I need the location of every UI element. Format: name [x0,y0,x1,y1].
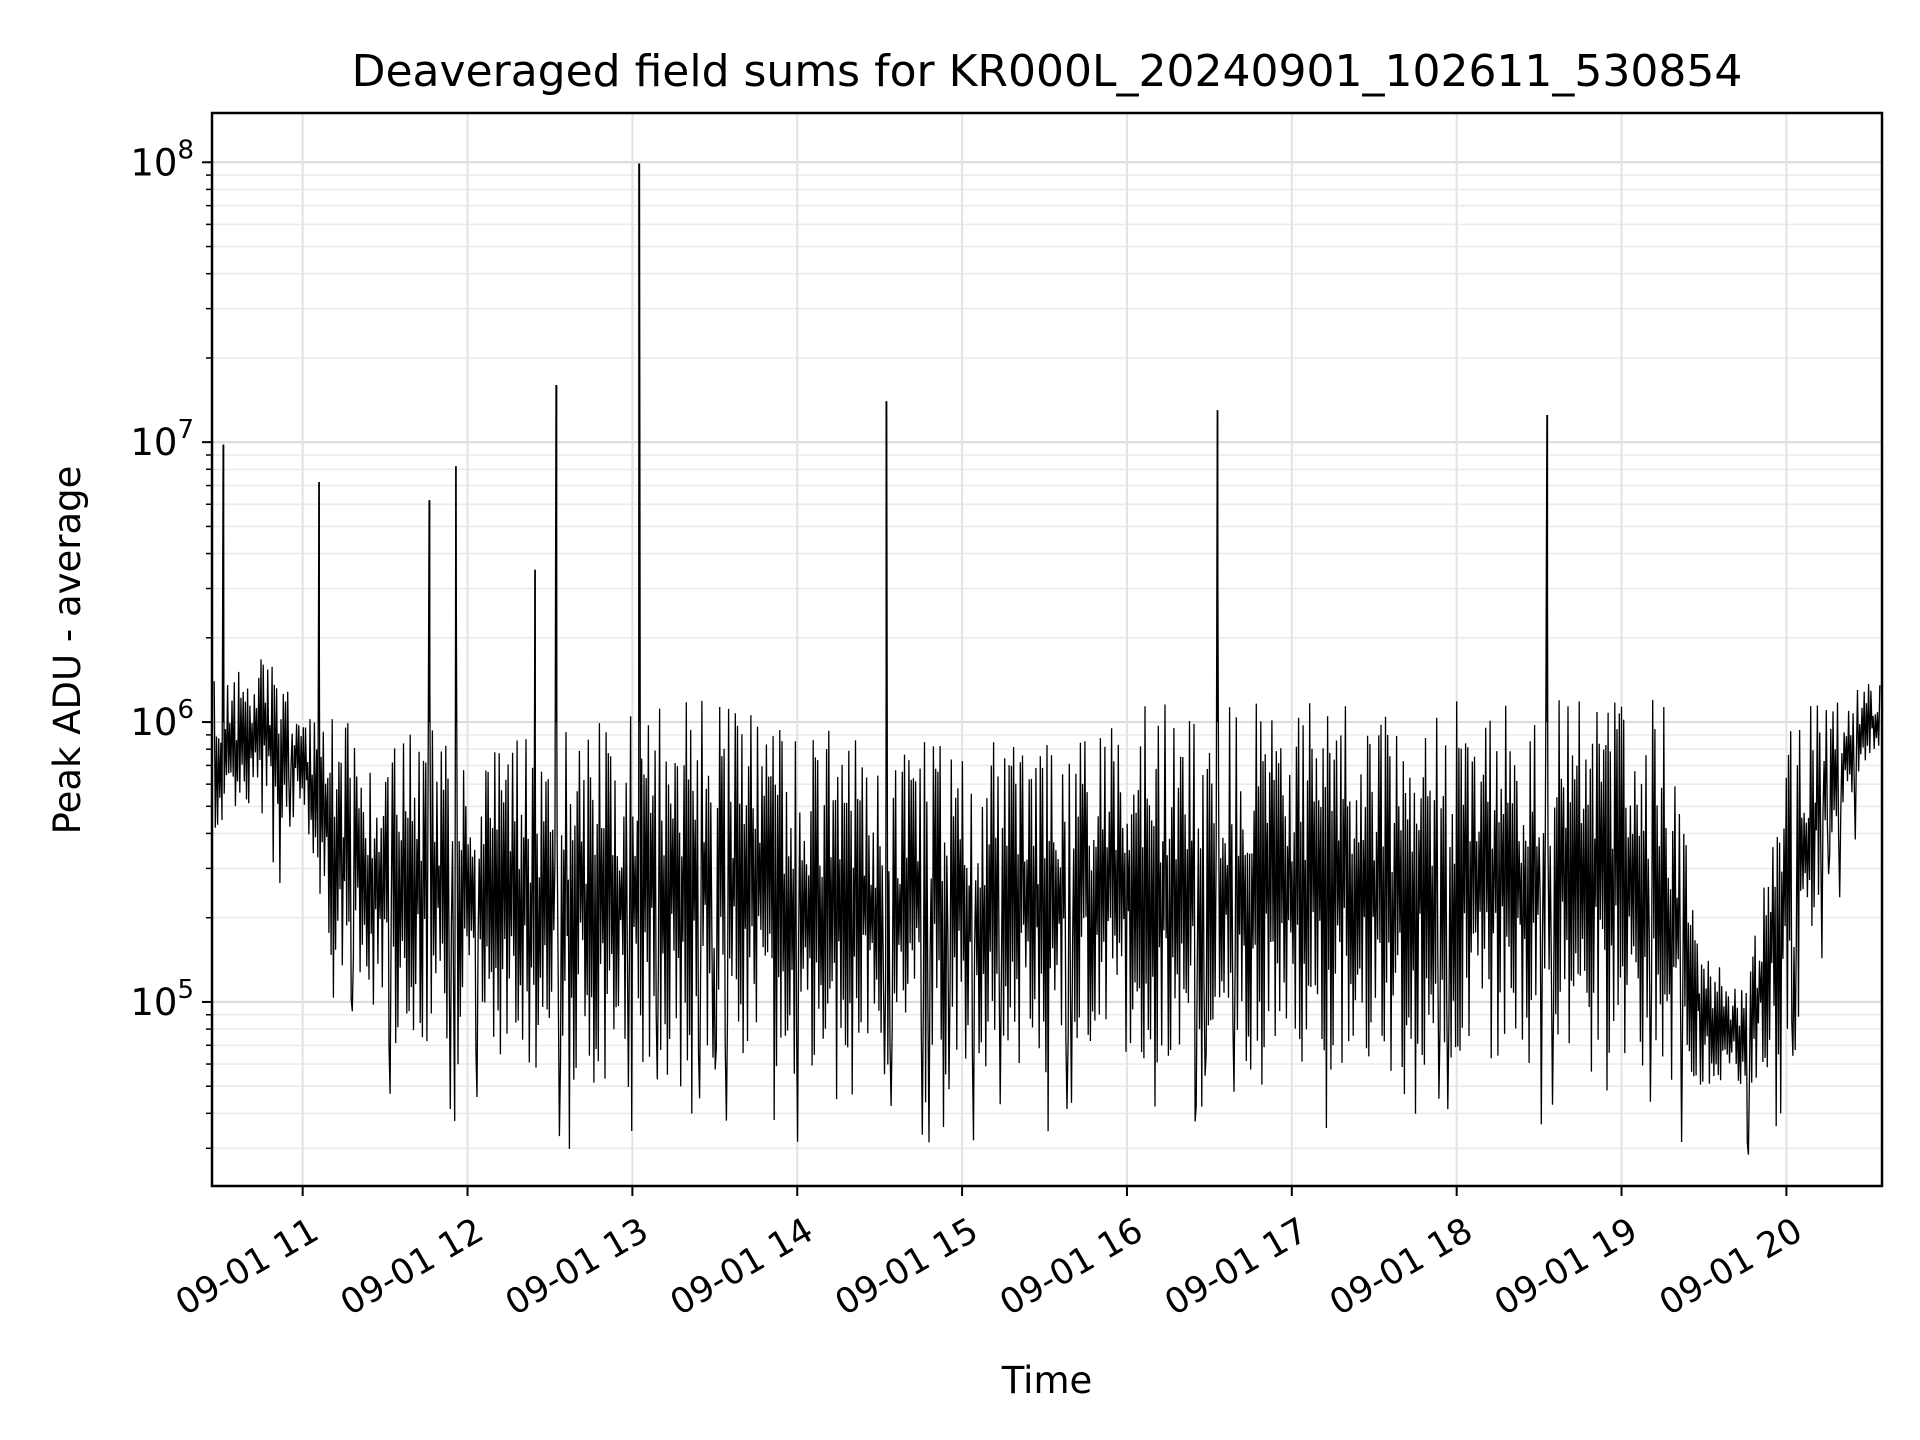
y-tick-exponent: 6 [177,695,194,725]
y-tick-label: 108 [130,135,194,184]
x-axis-label: Time [1001,1359,1093,1402]
y-axis-label: Peak ADU - average [46,466,89,835]
plot-frame [210,111,1884,1188]
series-line [213,163,1881,1155]
y-tick-base: 10 [130,141,177,184]
y-tick-base: 10 [130,981,177,1024]
y-tick-base: 10 [130,701,177,744]
y-tick-label: 105 [130,975,194,1024]
y-tick-exponent: 5 [177,975,194,1005]
y-tick-base: 10 [130,421,177,464]
data-series [213,163,1881,1155]
y-tick-exponent: 8 [177,135,194,165]
y-tick-label: 106 [130,695,194,744]
y-tick-exponent: 7 [177,415,194,445]
chart-title: Deaveraged field sums for KR000L_2024090… [352,46,1743,97]
y-tick-label: 107 [130,415,194,464]
